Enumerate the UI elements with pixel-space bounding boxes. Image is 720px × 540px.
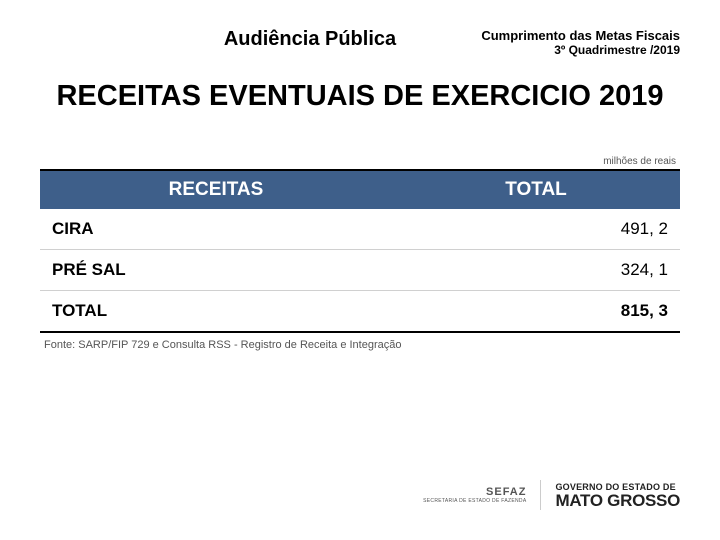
header-meta-line2: 3º Quadrimestre /2019 xyxy=(460,43,680,57)
gov-line1: GOVERNO DO ESTADO DE xyxy=(555,482,680,492)
units-caption: milhões de reais xyxy=(0,156,720,167)
cell-total-value: 815, 3 xyxy=(392,290,680,332)
table-container: RECEITAS TOTAL CIRA 491, 2 PRÉ SAL 324, … xyxy=(0,169,720,333)
sefaz-sub: SECRETARIA DE ESTADO DE FAZENDA xyxy=(423,498,526,504)
revenue-table: RECEITAS TOTAL CIRA 491, 2 PRÉ SAL 324, … xyxy=(40,169,680,333)
col-header-receitas: RECEITAS xyxy=(40,170,392,209)
page-subtitle: Audiência Pública xyxy=(160,28,460,51)
gov-line2: MATO GROSSO xyxy=(555,492,680,509)
table-row: CIRA 491, 2 xyxy=(40,209,680,250)
cell-value: 324, 1 xyxy=(392,249,680,290)
cell-label: CIRA xyxy=(40,209,392,250)
gov-block: GOVERNO DO ESTADO DE MATO GROSSO xyxy=(555,482,680,509)
cell-value: 491, 2 xyxy=(392,209,680,250)
sefaz-block: SEFAZ SECRETARIA DE ESTADO DE FAZENDA xyxy=(423,486,526,504)
source-note: Fonte: SARP/FIP 729 e Consulta RSS - Reg… xyxy=(0,333,720,351)
cell-label: PRÉ SAL xyxy=(40,249,392,290)
cell-total-label: TOTAL xyxy=(40,290,392,332)
footer: SEFAZ SECRETARIA DE ESTADO DE FAZENDA GO… xyxy=(423,480,680,510)
sefaz-label: SEFAZ xyxy=(423,486,526,498)
header-left: Audiência Pública xyxy=(40,28,460,51)
header: Audiência Pública Cumprimento das Metas … xyxy=(0,0,720,57)
header-meta-line1: Cumprimento das Metas Fiscais xyxy=(460,28,680,43)
table-row: PRÉ SAL 324, 1 xyxy=(40,249,680,290)
header-right: Cumprimento das Metas Fiscais 3º Quadrim… xyxy=(460,28,680,57)
table-total-row: TOTAL 815, 3 xyxy=(40,290,680,332)
col-header-total: TOTAL xyxy=(392,170,680,209)
footer-divider xyxy=(540,480,541,510)
page-title: RECEITAS EVENTUAIS DE EXERCICIO 2019 xyxy=(0,79,720,114)
table-header-row: RECEITAS TOTAL xyxy=(40,170,680,209)
